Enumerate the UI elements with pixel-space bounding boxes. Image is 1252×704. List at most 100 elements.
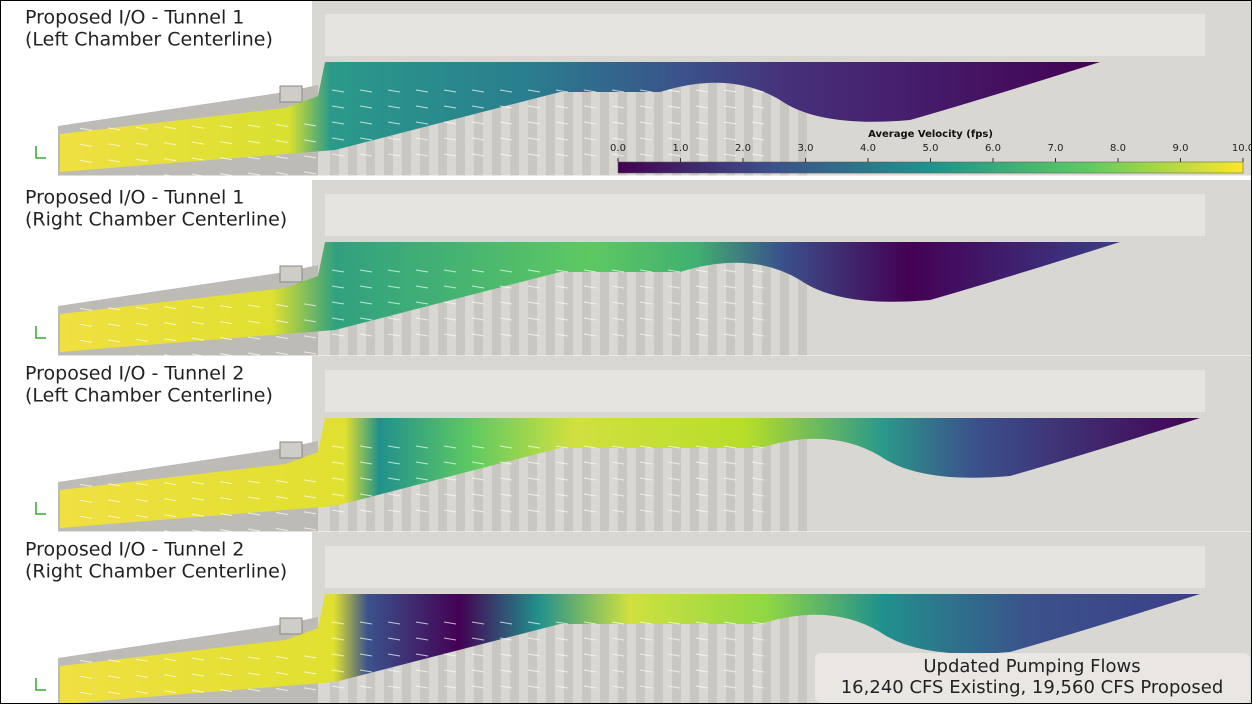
velocity-arrow bbox=[667, 669, 681, 673]
velocity-arrow bbox=[639, 621, 653, 625]
stripe bbox=[510, 242, 519, 356]
velocity-arrow bbox=[387, 89, 401, 93]
velocity-arrow bbox=[499, 685, 513, 689]
velocity-arrow bbox=[275, 123, 289, 127]
velocity-arrow bbox=[331, 653, 345, 657]
velocity-arrow bbox=[723, 301, 737, 305]
velocity-arrow bbox=[555, 301, 569, 305]
velocity-arrow bbox=[723, 89, 737, 93]
velocity-arrow bbox=[415, 285, 429, 289]
stripe bbox=[564, 418, 573, 532]
colorbar-tick-label: 1.0 bbox=[673, 143, 689, 154]
velocity-arrow bbox=[723, 461, 737, 465]
velocity-arrow bbox=[471, 153, 485, 157]
velocity-arrow bbox=[723, 669, 737, 673]
velocity-arrow bbox=[751, 269, 765, 273]
velocity-arrow bbox=[191, 157, 205, 161]
velocity-arrow bbox=[331, 637, 345, 641]
velocity-arrow bbox=[723, 153, 737, 157]
stripe bbox=[582, 594, 591, 704]
velocity-arrow bbox=[359, 137, 373, 141]
velocity-arrow bbox=[527, 653, 541, 657]
velocity-arrow bbox=[387, 509, 401, 513]
velocity-arrow bbox=[387, 269, 401, 273]
gate bbox=[279, 85, 303, 103]
velocity-arrow bbox=[247, 656, 261, 660]
stripe bbox=[546, 242, 555, 356]
velocity-arrow bbox=[723, 285, 737, 289]
stripe bbox=[654, 62, 663, 176]
velocity-arrow bbox=[387, 461, 401, 465]
stripe bbox=[798, 418, 807, 532]
velocity-arrow bbox=[247, 528, 261, 532]
velocity-arrow bbox=[499, 637, 513, 641]
note-line: 16,240 CFS Existing, 19,560 CFS Proposed bbox=[841, 677, 1224, 698]
stripe bbox=[600, 242, 609, 356]
panel-title: Proposed I/O - Tunnel 2 bbox=[25, 539, 244, 561]
velocity-arrow bbox=[443, 477, 457, 481]
velocity-arrow bbox=[135, 514, 149, 518]
velocity-arrow bbox=[611, 653, 625, 657]
velocity-arrow bbox=[667, 653, 681, 657]
velocity-arrow bbox=[527, 685, 541, 689]
velocity-arrow bbox=[443, 269, 457, 273]
stripe bbox=[636, 594, 645, 704]
velocity-arrow bbox=[499, 301, 513, 305]
velocity-arrow bbox=[443, 105, 457, 109]
velocity-arrow bbox=[135, 142, 149, 146]
velocity-arrow bbox=[163, 126, 177, 130]
velocity-arrow bbox=[163, 514, 177, 518]
stripe bbox=[726, 62, 735, 176]
velocity-arrow bbox=[163, 690, 177, 694]
velocity-arrow bbox=[415, 445, 429, 449]
velocity-arrow bbox=[611, 477, 625, 481]
velocity-arrow bbox=[79, 339, 93, 343]
velocity-arrow bbox=[359, 445, 373, 449]
velocity-arrow bbox=[359, 285, 373, 289]
velocity-arrow bbox=[695, 477, 709, 481]
stripe bbox=[762, 594, 771, 704]
velocity-arrow bbox=[247, 496, 261, 500]
velocity-arrow bbox=[219, 497, 233, 501]
velocity-arrow bbox=[415, 477, 429, 481]
velocity-arrow bbox=[667, 137, 681, 141]
stripe bbox=[636, 62, 645, 176]
velocity-arrow bbox=[107, 659, 121, 663]
velocity-arrow bbox=[751, 445, 765, 449]
velocity-arrow bbox=[723, 333, 737, 337]
velocity-arrow bbox=[723, 477, 737, 481]
stripe bbox=[780, 418, 789, 532]
colorbar-tick-label: 8.0 bbox=[1110, 143, 1126, 154]
velocity-arrow bbox=[331, 333, 345, 337]
velocity-arrow bbox=[667, 269, 681, 273]
velocity-arrow bbox=[499, 445, 513, 449]
velocity-arrow bbox=[275, 171, 289, 175]
velocity-arrow bbox=[639, 89, 653, 93]
velocity-arrow bbox=[723, 509, 737, 513]
velocity-arrow bbox=[247, 672, 261, 676]
roof bbox=[325, 194, 1205, 236]
velocity-arrow bbox=[387, 637, 401, 641]
velocity-arrow bbox=[555, 153, 569, 157]
velocity-arrow bbox=[415, 509, 429, 513]
velocity-arrow bbox=[723, 621, 737, 625]
velocity-arrow bbox=[191, 141, 205, 145]
velocity-arrow bbox=[415, 637, 429, 641]
velocity-arrow bbox=[751, 333, 765, 337]
velocity-arrow bbox=[135, 338, 149, 342]
velocity-arrow bbox=[359, 333, 373, 337]
velocity-arrow bbox=[555, 477, 569, 481]
velocity-arrow bbox=[303, 479, 317, 483]
stripe bbox=[780, 242, 789, 356]
stripe bbox=[780, 594, 789, 704]
stripe bbox=[546, 418, 555, 532]
velocity-arrow bbox=[331, 301, 345, 305]
colorbar-tick-label: 2.0 bbox=[735, 143, 751, 154]
velocity-arrow bbox=[191, 125, 205, 129]
velocity-arrow bbox=[387, 477, 401, 481]
velocity-arrow bbox=[583, 269, 597, 273]
stripe bbox=[600, 594, 609, 704]
velocity-arrow bbox=[751, 477, 765, 481]
velocity-arrow bbox=[303, 303, 317, 307]
panel-title: Proposed I/O - Tunnel 1 bbox=[25, 7, 244, 29]
